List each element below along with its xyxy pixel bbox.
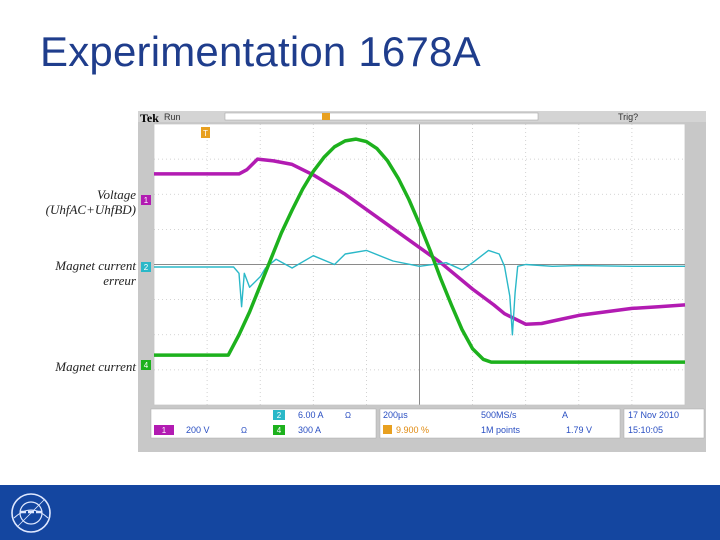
current-channel-marker: 4 [141,360,151,370]
error-label-line2: erreur [103,273,136,288]
channel-readout-panel [150,408,377,439]
trigger-state: Trig? [618,112,638,122]
voltage-channel-label: Voltage (UhfAC+UhfBD) [46,187,136,217]
record-position-marker [322,113,330,120]
current-label-line1: Magnet current [55,359,136,374]
current-channel-label: Magnet current [55,359,136,374]
ch1-readout: 1 200 V Ω [154,425,247,435]
datetime-readout-panel [623,408,705,439]
current-trace [154,137,685,364]
trigger-position: 9.900 % [396,425,429,435]
ch1-number: 1 [162,426,167,435]
voltage-trace [154,157,686,326]
ch4-number: 4 [277,426,282,435]
oscilloscope-screenshot: Tek Run Trig? T 1 2 4 [138,111,706,452]
timebase-readout: 200µs 500MS/s A 9.900 % 1M points 1.79 V [383,410,592,435]
ch2-symbol: Ω [345,411,351,420]
error-trace [154,249,685,336]
record-position-bar [224,112,539,121]
footer-bar [0,485,720,540]
tek-brand: Tek [140,111,159,125]
scope-grid [153,123,686,406]
capture-time: 15:10:05 [628,425,663,435]
ch1-symbol: Ω [241,426,247,435]
slide-title: Experimentation 1678A [40,28,481,75]
sample-rate: 500MS/s [481,410,517,420]
ch2-scale: 6.00 A [298,410,324,420]
ch4-readout: 4 300 A [273,425,321,435]
scope-traces [154,137,686,364]
ch1-scale: 200 V [186,425,210,435]
ch2-number: 2 [277,411,282,420]
oscilloscope-display: Tek Run Trig? T 1 2 4 [138,111,706,439]
record-length: 1M points [481,425,521,435]
trigger-marker-label: T [203,129,208,138]
voltage-marker-label: 1 [144,196,149,205]
trigger-level: 1.79 V [566,425,592,435]
voltage-label-line1: Voltage [97,187,136,202]
ch2-readout: 2 6.00 A Ω [273,410,351,420]
error-channel-label: Magnet current erreur [55,258,136,288]
capture-date: 17 Nov 2010 [628,410,679,420]
trigger-marker: T [201,127,210,138]
voltage-label-line2: (UhfAC+UhfBD) [45,202,136,217]
error-label-line1: Magnet current [55,258,136,273]
voltage-channel-marker: 1 [141,195,151,205]
current-marker-label: 4 [144,361,149,370]
timebase-readout-panel [379,408,621,439]
run-state: Run [164,112,181,122]
trigger-position-icon [383,425,392,434]
datetime-readout: 17 Nov 2010 15:10:05 [628,410,679,435]
error-channel-marker: 2 [141,262,151,272]
ch4-scale: 300 A [298,425,321,435]
error-marker-label: 2 [144,263,149,272]
trigger-source: A [562,410,568,420]
cern-logo-icon [11,493,51,533]
timebase-value: 200µs [383,410,408,420]
